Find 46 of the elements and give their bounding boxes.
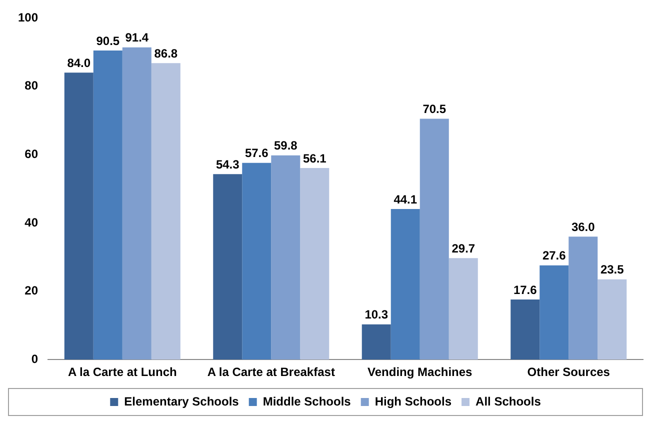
data-label: 44.1: [394, 192, 418, 206]
data-label: 29.7: [452, 241, 476, 256]
y-tick-label: 100: [18, 10, 38, 24]
bar: [568, 236, 598, 360]
bar: [151, 63, 180, 360]
bar: [540, 265, 569, 360]
legend-label: Elementary Schools: [124, 394, 240, 408]
bar: [242, 162, 272, 360]
y-tick-label: 80: [24, 78, 38, 93]
legend-label: High Schools: [374, 394, 452, 408]
bar: [598, 279, 627, 360]
data-label: 90.5: [96, 34, 120, 48]
legend-label: All Schools: [476, 394, 542, 408]
data-label: 27.6: [542, 248, 566, 263]
data-label: 56.1: [302, 151, 327, 166]
data-label: 36.0: [571, 220, 596, 234]
bar: [93, 50, 122, 360]
data-label: 17.6: [513, 282, 538, 297]
x-tick-label: Vending Machines: [368, 365, 473, 380]
y-tick-label: 60: [24, 146, 38, 161]
data-label: 84.0: [67, 56, 91, 70]
data-label: 86.8: [154, 46, 178, 60]
data-label: 91.4: [125, 30, 149, 45]
x-tick-label: A la Carte at Lunch: [68, 365, 177, 380]
bar: [448, 258, 478, 360]
x-tick-label: A la Carte at Breakfast: [207, 365, 335, 380]
data-label: 10.3: [364, 308, 388, 322]
data-label: 54.3: [216, 157, 240, 172]
y-tick-label: 0: [31, 352, 38, 366]
x-tick-label: Other Sources: [527, 365, 610, 380]
data-label: 59.8: [274, 138, 298, 153]
bar: [271, 155, 300, 360]
bar: [362, 324, 391, 360]
legend-label: Middle Schools: [262, 394, 352, 408]
data-label: 70.5: [422, 102, 446, 116]
bar: [510, 299, 540, 360]
bar: [213, 174, 242, 360]
y-tick-label: 40: [24, 215, 38, 230]
bar: [122, 47, 152, 360]
bar: [390, 208, 420, 360]
bar: [64, 72, 94, 360]
data-label: 23.5: [600, 262, 624, 277]
data-label: 57.6: [244, 146, 269, 160]
bar: [420, 118, 449, 360]
y-tick-label: 20: [24, 284, 38, 298]
bar: [300, 168, 330, 360]
